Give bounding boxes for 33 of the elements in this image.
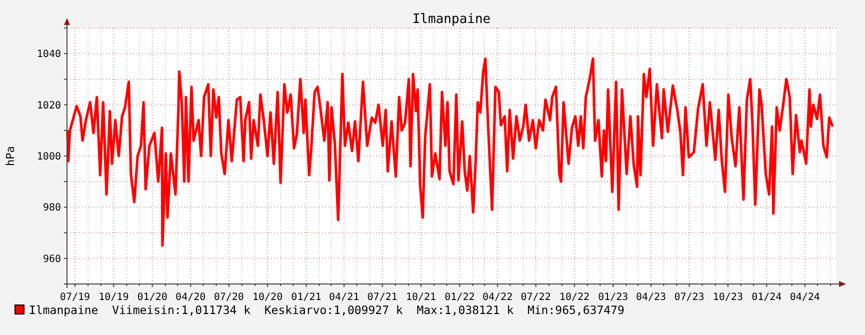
x-tick-label: 01/24 [752,292,782,303]
x-tick-label: 10/21 [406,292,436,303]
x-tick-label: 07/22 [520,292,551,303]
y-axis-title: hPa [4,146,17,166]
x-tick-label: 07/23 [674,292,704,303]
x-tick-label: 04/20 [176,292,206,303]
y-tick-label: 960 [42,254,61,265]
text: Keskiarvo:1,009927 k [264,303,403,317]
x-tick-label: 10/22 [559,292,590,303]
x-tick-label: 07/20 [214,292,244,303]
x-tick-label: 01/20 [137,292,168,303]
text: Max:1,038121 k [416,303,514,317]
x-tick-label: 04/23 [636,292,666,303]
x-tick-label: 07/19 [60,292,90,303]
x-tick-label: 04/21 [329,292,360,303]
line-series [66,57,834,247]
chart-title: Ilmanpaine [412,12,491,27]
x-tick-label: 01/21 [291,292,322,303]
x-tick-label: 01/22 [444,292,475,303]
text: Min:965,637479 [527,303,624,317]
x-tick-label: 04/22 [482,292,513,303]
y-tick-label: 980 [42,202,61,214]
y-tick-label: 1000 [36,152,61,162]
x-tick-label: 01/23 [598,292,628,303]
x-tick-label: 04/24 [790,292,820,303]
legend-label: Ilmanpaine [29,303,98,317]
x-tick-label: 10/19 [98,292,129,303]
text: Viimeisin:1,011734 k [112,303,251,317]
x-tick-label: 10/20 [252,292,283,303]
y-tick-label: 1020 [36,100,61,112]
y-tick-label: 1040 [36,49,61,60]
x-tick-label: 07/21 [367,292,398,303]
x-tick-label: 10/23 [712,292,743,303]
